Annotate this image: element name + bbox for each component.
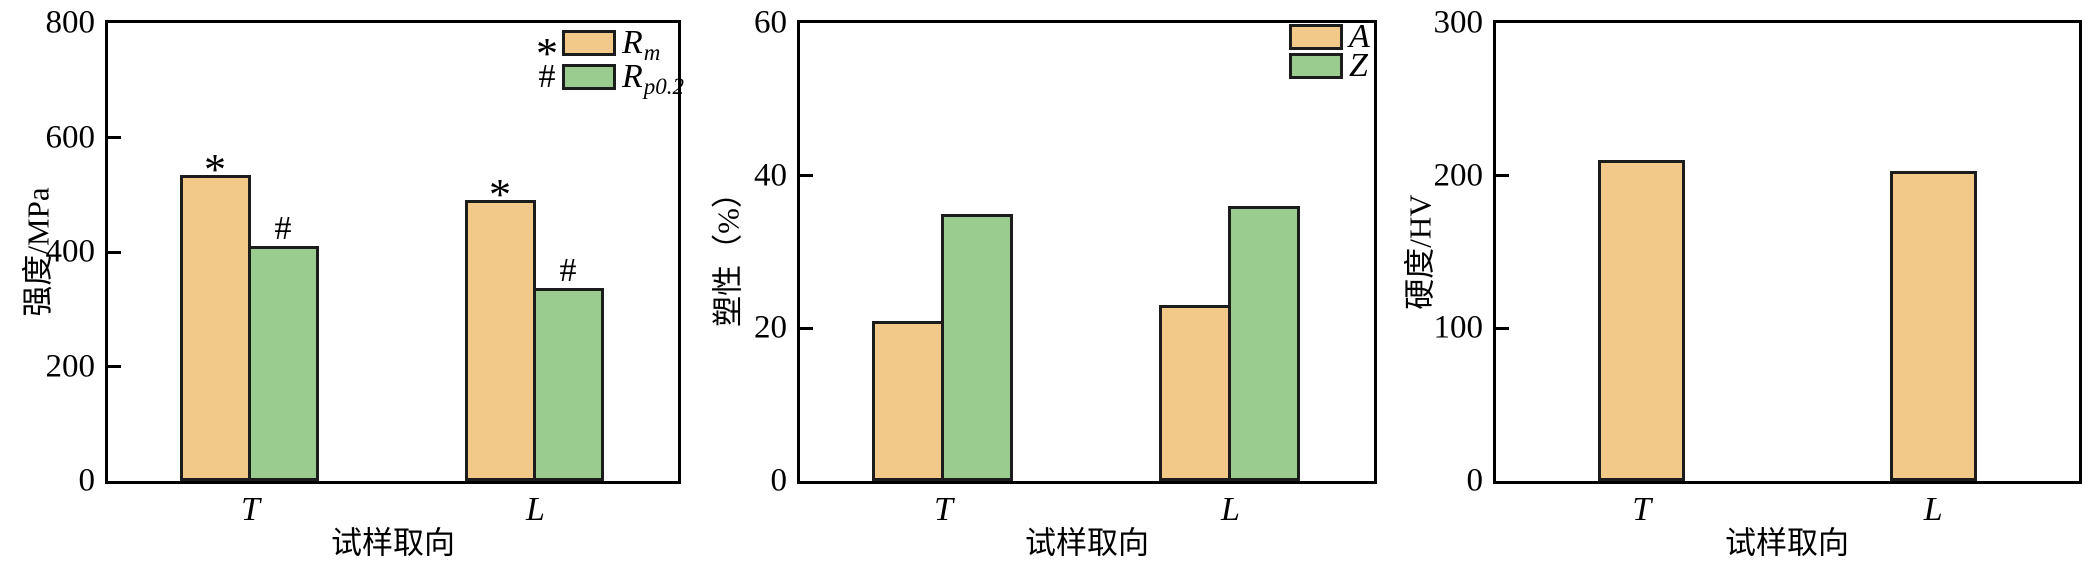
- legend-label-Rm: Rm: [622, 24, 661, 65]
- plasticity-x-axis-label: 试样取向: [1025, 525, 1149, 561]
- hardness-plot-area: 0 100 200 300 T L: [1434, 6, 2082, 527]
- x-category-label-T: T: [1632, 491, 1652, 528]
- y-tick-label-40: 40: [754, 157, 787, 194]
- hash-marker-T: #: [274, 210, 292, 248]
- y-tick-mark-200: [1496, 174, 1509, 178]
- y-tick-label-400: 400: [45, 233, 96, 270]
- hash-marker-icon: #: [538, 58, 556, 95]
- plasticity-plot-area: 0 20 40 60 T L A Z: [754, 6, 1377, 527]
- legend-swatch-Z: [1289, 53, 1343, 79]
- y-tick-label-20: 20: [754, 309, 787, 346]
- legend-item-Z: Z: [1289, 49, 1371, 83]
- y-tick-label-0: 0: [770, 462, 788, 499]
- legend-item-Rp02: # Rp0.2: [532, 58, 685, 99]
- asterisk-marker-T: *: [204, 144, 226, 194]
- y-tick-label-60: 60: [754, 4, 787, 41]
- y-tick-label-200: 200: [45, 348, 96, 384]
- legend-label-Z: Z: [1349, 47, 1368, 84]
- y-tick-label-100: 100: [1433, 309, 1484, 346]
- hardness-y-axis-label: 硬度/HV: [1402, 194, 1438, 310]
- asterisk-marker-L: *: [489, 170, 511, 220]
- y-tick-mark-100: [1496, 326, 1509, 330]
- x-category-label-T: T: [934, 491, 953, 528]
- x-category-label-L: L: [526, 491, 545, 528]
- strength-x-axis-label: 试样取向: [331, 525, 455, 561]
- bar-Rp02-T: [247, 246, 319, 481]
- legend: * Rm # Rp0.2: [532, 24, 685, 99]
- legend-swatch-Rp02: [562, 64, 616, 90]
- y-tick-label-300: 300: [1433, 4, 1484, 41]
- bar-Z-L: [1227, 206, 1300, 481]
- bar-hardness-T: [1598, 160, 1686, 481]
- hash-marker-L: #: [559, 251, 577, 289]
- y-tick-mark-600: [108, 136, 121, 139]
- asterisk-marker-icon: *: [536, 29, 558, 78]
- y-tick-label-0: 0: [78, 462, 96, 499]
- y-tick-label-200: 200: [1433, 157, 1484, 194]
- x-category-label-L: L: [1221, 491, 1240, 528]
- legend-swatch-Rm: [562, 30, 616, 56]
- y-tick-mark-20: [800, 326, 813, 330]
- x-category-label-T: T: [241, 491, 260, 528]
- bar-hardness-L: [1889, 171, 1977, 481]
- hardness-x-axis-label: 试样取向: [1725, 525, 1849, 561]
- y-tick-mark-40: [800, 174, 813, 178]
- y-tick-label-600: 600: [45, 119, 96, 155]
- y-tick-label-800: 800: [45, 4, 96, 41]
- legend-item-A: A: [1289, 20, 1371, 54]
- bar-Rp02-L: [532, 287, 604, 481]
- y-tick-mark-200: [108, 365, 121, 368]
- y-tick-label-0: 0: [1466, 462, 1484, 499]
- legend-item-Rm: * Rm: [532, 24, 672, 76]
- legend-label-Rp02: Rp0.2: [622, 58, 685, 99]
- strength-plot-area: 0 200 400 600 800 T * # L * # * Rm # Rp0.2: [46, 6, 685, 527]
- x-category-label-L: L: [1923, 491, 1943, 528]
- legend-label-A: A: [1349, 18, 1370, 55]
- legend-swatch-A: [1289, 24, 1343, 50]
- y-tick-mark-400: [108, 250, 121, 254]
- bar-Z-T: [940, 213, 1013, 481]
